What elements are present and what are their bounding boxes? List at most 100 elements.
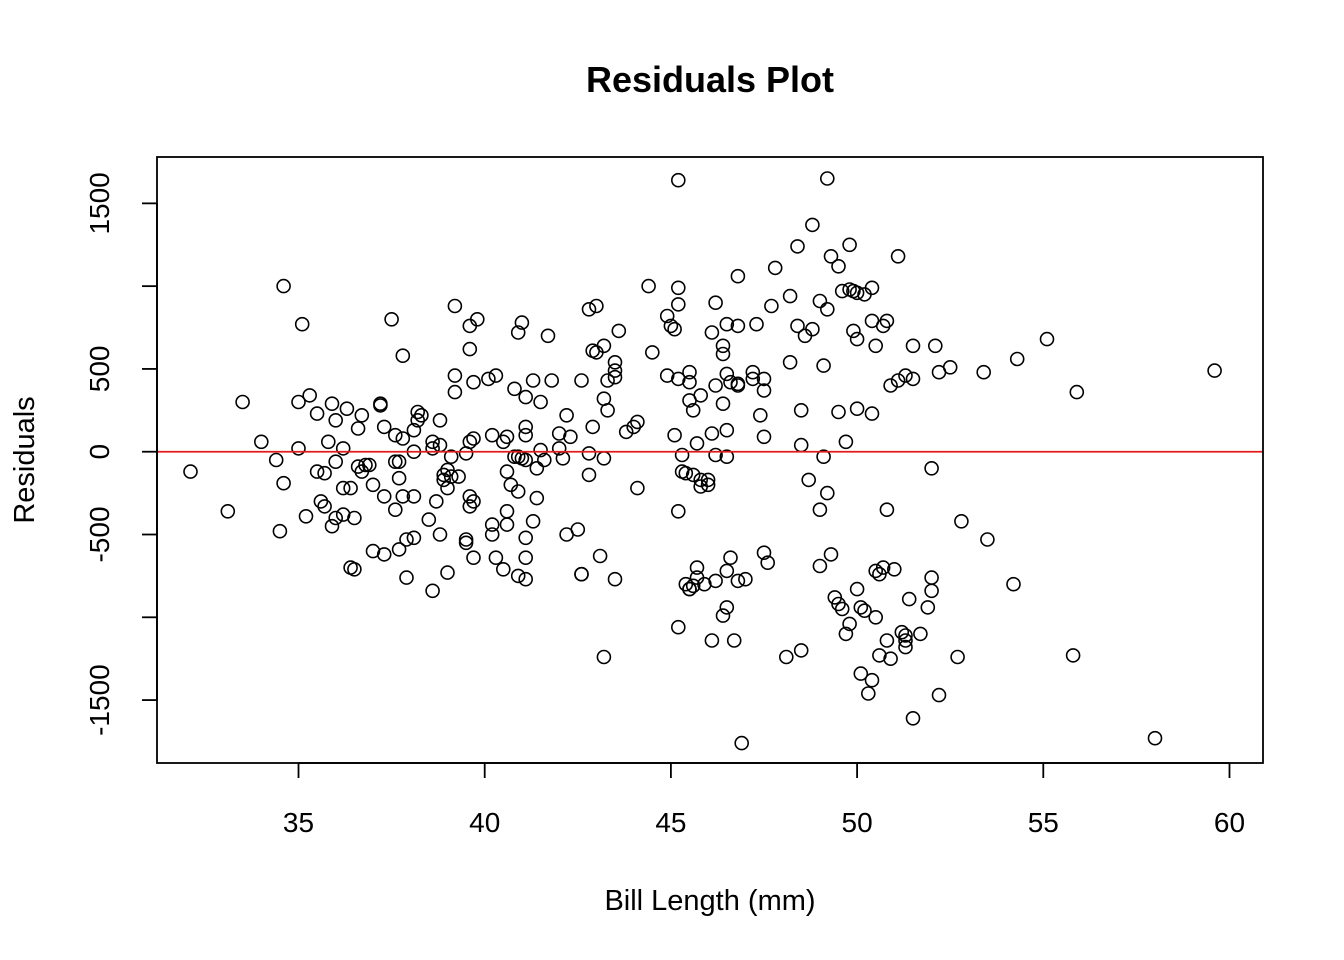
scatter-point — [466, 431, 481, 446]
scatter-point — [831, 258, 846, 274]
scatter-point — [551, 441, 567, 456]
scatter-point — [581, 301, 597, 317]
scatter-point — [432, 437, 448, 453]
scatter-point — [670, 503, 686, 519]
scatter-point — [715, 338, 731, 354]
scatter-point — [715, 608, 731, 623]
scatter-point — [816, 358, 831, 373]
scatter-point — [425, 583, 440, 599]
scatter-point — [458, 532, 474, 547]
scatter-point — [670, 172, 686, 188]
scatter-point — [790, 239, 805, 254]
scatter-point — [320, 434, 336, 450]
scatter-point — [704, 633, 720, 648]
scatter-point — [1039, 331, 1055, 347]
scatter-point — [630, 414, 645, 430]
scatter-point — [842, 616, 857, 632]
chart-title: Residuals Plot — [586, 59, 834, 100]
scatter-point — [678, 465, 694, 481]
scatter-point — [529, 490, 545, 506]
x-tick-label: 55 — [1028, 807, 1059, 838]
scatter-point — [432, 527, 448, 542]
scatter-point — [529, 460, 545, 476]
scatter-point — [913, 626, 928, 642]
scatter-point — [864, 406, 880, 421]
scatter-point — [387, 427, 403, 443]
scatter-point — [976, 364, 992, 380]
scatter-point — [484, 527, 500, 542]
scatter-point — [518, 427, 534, 443]
scatter-point — [302, 388, 318, 403]
scatter-point — [447, 384, 463, 400]
scatter-point — [879, 313, 895, 329]
scatter-point — [559, 407, 574, 423]
scatter-point — [685, 578, 701, 594]
scatter-point — [644, 345, 660, 360]
scatter-point — [846, 283, 861, 299]
scatter-point — [682, 374, 697, 390]
scatter-point — [708, 447, 723, 463]
scatter-point — [220, 503, 236, 519]
scatter-point — [864, 280, 880, 296]
scatter-point — [868, 563, 884, 579]
scatter-point — [846, 323, 861, 339]
scatter-point — [499, 464, 515, 479]
scatter-point — [738, 571, 753, 587]
scatter-point — [581, 467, 597, 483]
x-axis: 35 40 45 50 55 60 — [283, 762, 1245, 838]
scatter-point — [544, 373, 560, 388]
scatter-point — [391, 542, 407, 557]
scatter-point — [499, 429, 515, 445]
scatter-point — [693, 472, 709, 488]
scatter-point — [481, 371, 496, 387]
scatter-point — [399, 532, 414, 547]
scatter-point — [607, 363, 623, 378]
scatter-point — [819, 485, 835, 501]
scatter-point — [723, 374, 738, 390]
x-tick-label: 50 — [842, 807, 873, 838]
scatter-point — [589, 298, 604, 314]
scatter-point — [436, 467, 452, 483]
scatter-point — [600, 373, 615, 388]
scatter-point — [1065, 648, 1081, 663]
scatter-point — [730, 268, 746, 284]
scatter-point — [905, 338, 921, 354]
scatter-point — [726, 633, 742, 648]
scatter-point — [719, 316, 735, 332]
scatter-point — [868, 609, 884, 625]
x-tick-label: 40 — [469, 807, 500, 838]
x-tick-label: 45 — [655, 807, 686, 838]
scatter-point — [447, 298, 463, 314]
scatter-point — [484, 517, 500, 532]
scatter-point — [354, 407, 370, 423]
scatter-point — [585, 419, 601, 435]
scatter-point — [436, 472, 452, 488]
scatter-point — [756, 371, 772, 387]
scatter-point — [518, 571, 534, 587]
scatter-point — [816, 449, 831, 465]
scatter-point — [428, 494, 444, 509]
scatter-point — [875, 560, 891, 575]
scatter-point — [376, 489, 392, 504]
scatter-point — [518, 419, 534, 435]
y-axis: -1500 -500 0 500 1500 — [84, 172, 158, 736]
scatter-point — [823, 248, 839, 264]
x-tick-label: 60 — [1214, 807, 1245, 838]
scatter-point — [324, 396, 340, 412]
scatter-point — [335, 480, 351, 496]
scatter-point — [410, 404, 426, 420]
scatter-point — [1009, 351, 1025, 367]
scatter-point — [574, 373, 589, 388]
scatter-point — [715, 346, 731, 362]
scatter-point — [518, 550, 534, 566]
scatter-point — [488, 550, 504, 566]
scatter-point — [462, 434, 478, 450]
scatter-point — [853, 600, 869, 615]
scatter-point — [812, 558, 828, 574]
scatter-point — [607, 354, 623, 370]
scatter-point — [570, 522, 586, 537]
scatter-point — [518, 452, 534, 468]
scatter-point — [495, 561, 511, 577]
scatter-point — [1069, 384, 1085, 400]
scatter-point — [730, 318, 746, 334]
